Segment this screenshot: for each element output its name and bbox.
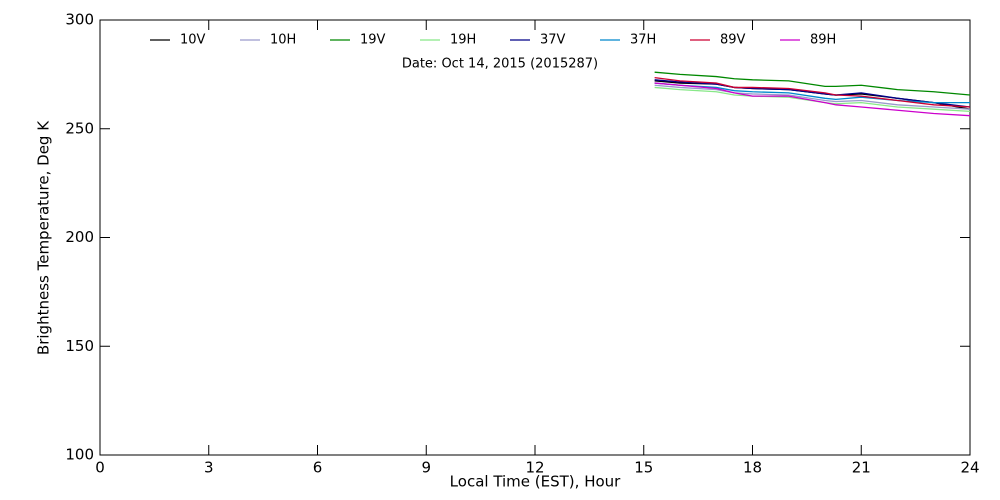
x-tick-label: 9	[421, 459, 431, 477]
series-line	[654, 84, 971, 110]
legend-label: 19V	[360, 33, 386, 48]
plot-frame	[99, 19, 971, 456]
y-tick-label: 300	[65, 11, 94, 29]
legend-label: 37H	[630, 33, 656, 48]
y-tick-label: 200	[65, 228, 94, 246]
x-tick-label: 18	[743, 459, 762, 477]
series-line	[654, 82, 971, 117]
x-tick-label: 21	[852, 459, 871, 477]
annotation: Date: Oct 14, 2015 (2015287)	[402, 57, 598, 72]
series-line	[654, 76, 971, 108]
legend-label: 10V	[180, 33, 206, 48]
x-tick-label: 6	[313, 459, 323, 477]
x-tick-label: 3	[204, 459, 214, 477]
y-tick-label: 150	[65, 337, 94, 355]
x-tick-label: 12	[525, 459, 544, 477]
y-tick-label: 100	[65, 446, 94, 464]
series-line	[654, 79, 971, 108]
y-axis-label: Brightness Temperature, Deg K	[35, 120, 53, 355]
y-tick-label: 250	[65, 119, 94, 137]
legend-label: 19H	[450, 33, 476, 48]
series-line	[654, 71, 971, 96]
legend-label: 10H	[270, 33, 296, 48]
x-tick-label: 24	[960, 459, 979, 477]
x-tick-label: 0	[95, 459, 105, 477]
legend-label: 37V	[540, 33, 566, 48]
x-axis-label: Local Time (EST), Hour	[450, 473, 621, 491]
x-tick-label: 15	[634, 459, 653, 477]
legend-label: 89H	[810, 33, 836, 48]
series-line	[654, 80, 971, 110]
legend-label: 89V	[720, 33, 746, 48]
